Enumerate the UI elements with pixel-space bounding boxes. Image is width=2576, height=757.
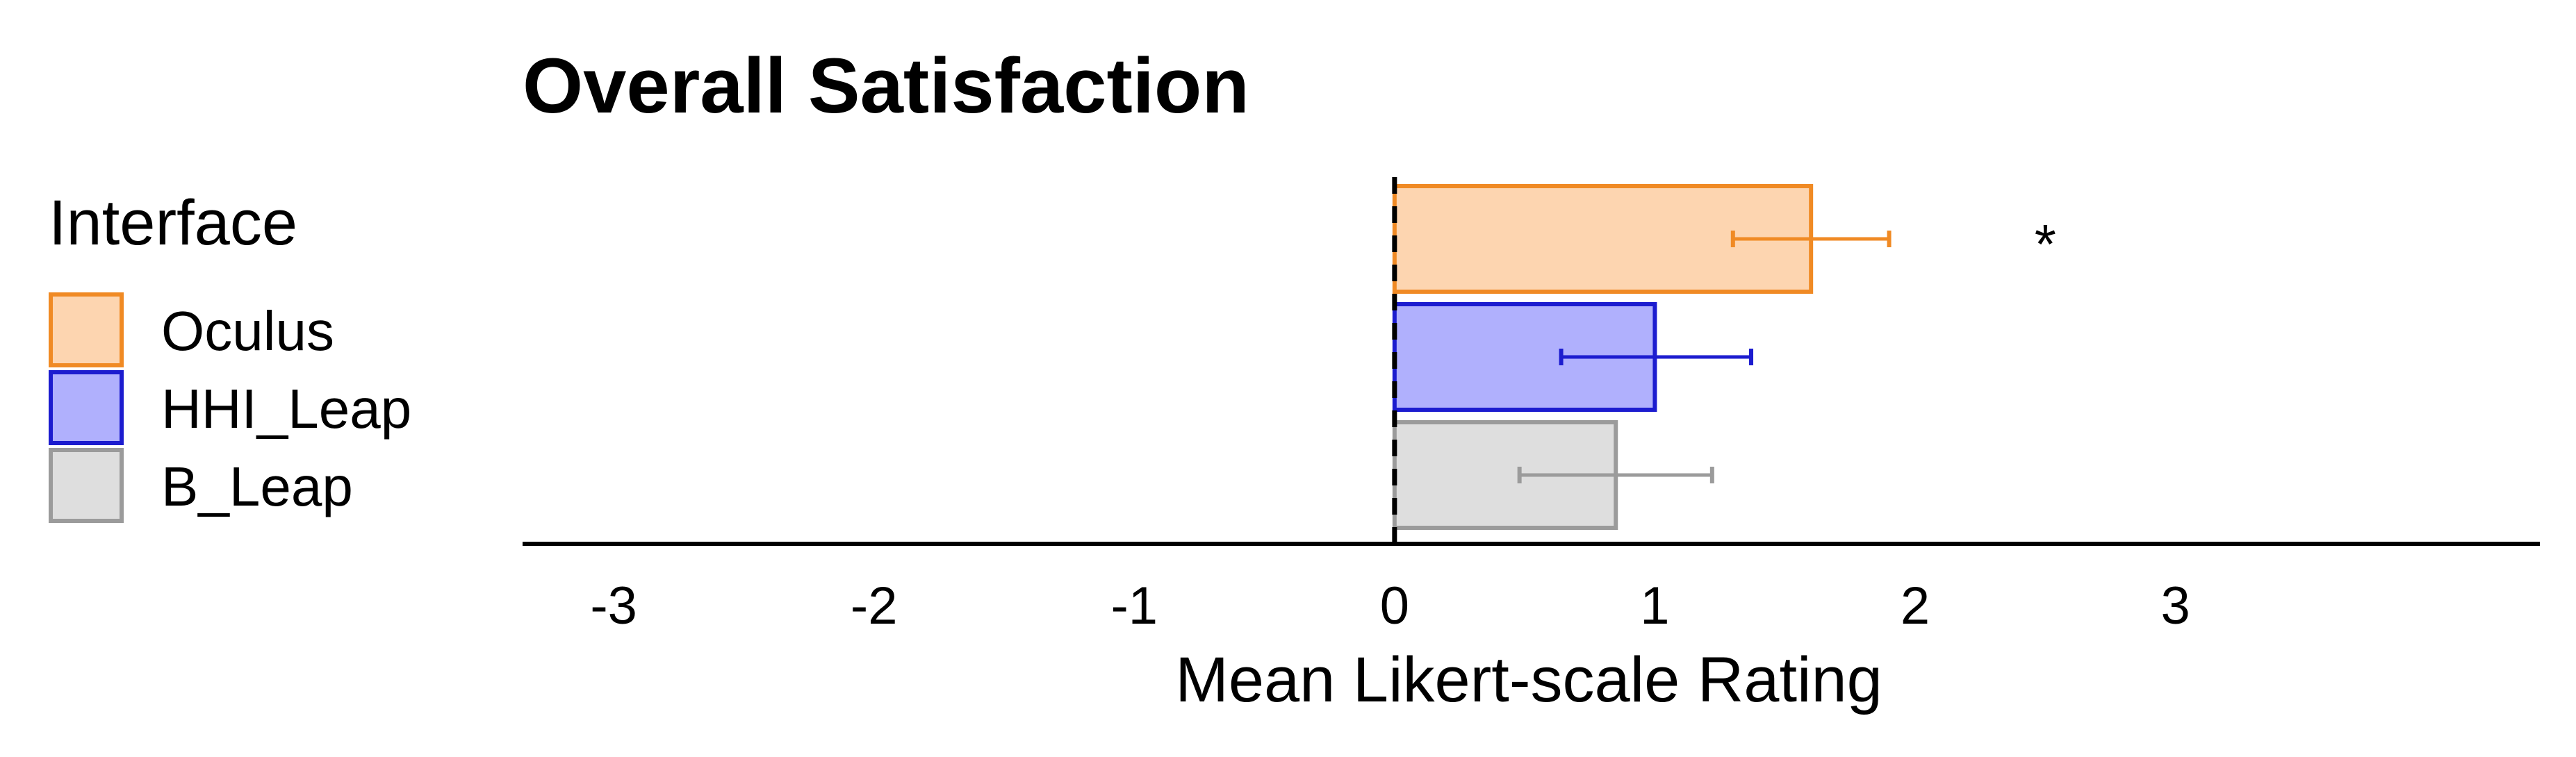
legend-label-oculus: Oculus [161, 300, 334, 362]
legend: Oculus HHI_Leap B_Leap [49, 292, 411, 523]
x-tick-label: -2 [851, 576, 898, 635]
legend-label-b-leap: B_Leap [161, 456, 353, 517]
x-tick-label: -1 [1110, 576, 1158, 635]
legend-swatch-oculus [49, 292, 124, 367]
chart-title: Overall Satisfaction [523, 42, 1249, 129]
error-bar-b-leap [1517, 467, 1714, 483]
error-bar-hhi-leap [1559, 349, 1754, 365]
x-tick-label: -3 [590, 576, 637, 635]
x-tick-label: 1 [1640, 576, 1669, 635]
error-bar-oculus [1730, 231, 1892, 247]
x-tick-label: 2 [1901, 576, 1930, 635]
x-axis-label: Mean Likert-scale Rating [1175, 644, 1882, 715]
legend-swatch-b-leap [49, 448, 124, 523]
legend-label-hhi-leap: HHI_Leap [161, 378, 411, 440]
legend-title: Interface [49, 188, 297, 258]
significance-marker-oculus: * [2035, 213, 2056, 275]
legend-swatch-hhi-leap [49, 370, 124, 445]
x-axis: -3 -2 -1 0 1 2 3 [523, 542, 2540, 635]
bars-group: * [1392, 177, 2056, 544]
x-tick-label: 0 [1380, 576, 1409, 635]
x-tick-label: 3 [2160, 576, 2190, 635]
